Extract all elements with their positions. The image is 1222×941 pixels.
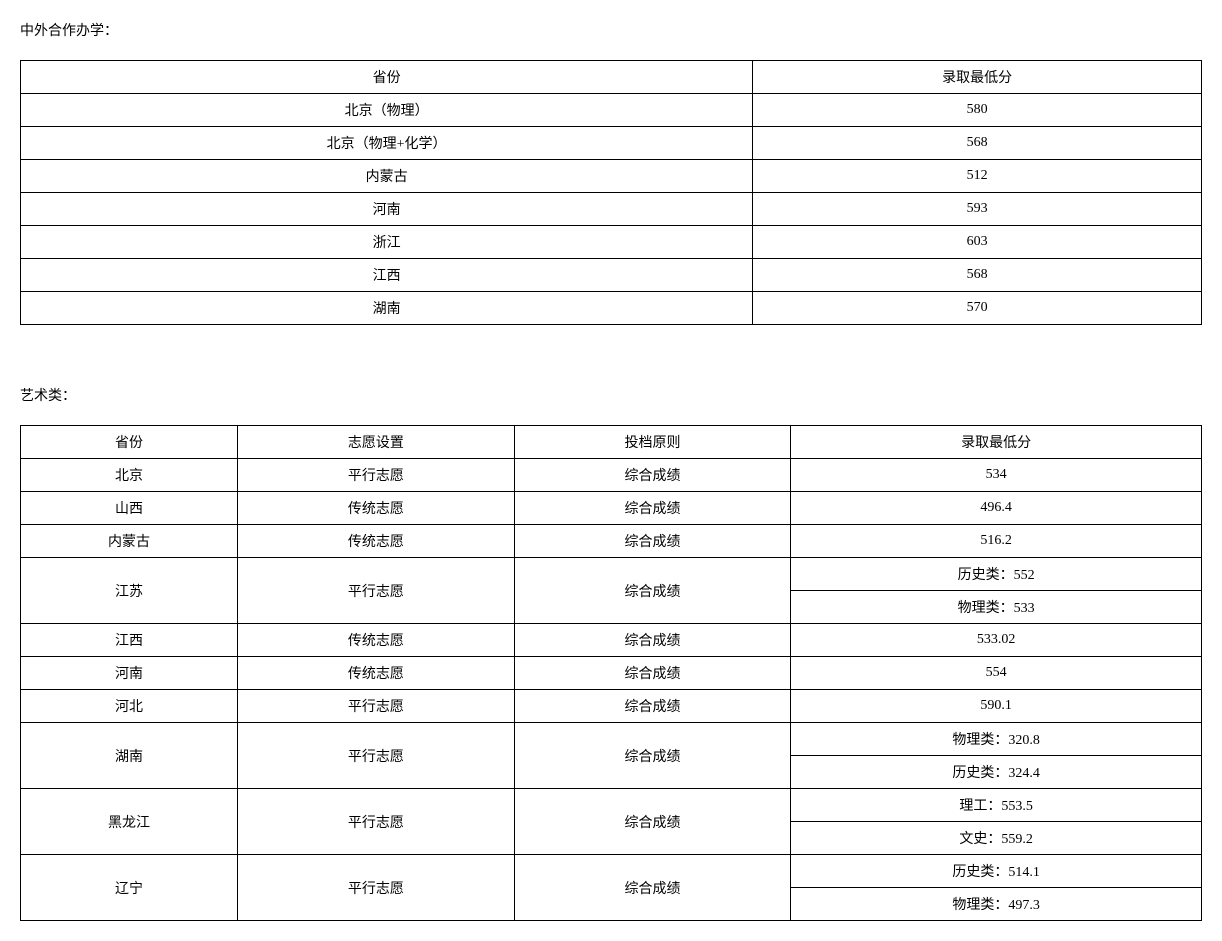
table2-col-rule: 投档原则 [514,426,791,459]
cell-province: 辽宁 [21,855,238,921]
cell-province: 黑龙江 [21,789,238,855]
section1-title: 中外合作办学： [20,20,1202,40]
cell-province: 江西 [21,624,238,657]
table1-header-row: 省份 录取最低分 [21,61,1202,94]
section2-title: 艺术类： [20,385,1202,405]
cell-rule: 综合成绩 [514,492,791,525]
table-cell: 568 [753,259,1202,292]
table-row: 辽宁平行志愿综合成绩历史类：514.1 [21,855,1202,888]
cell-score: 历史类：552 [791,558,1202,591]
table-row: 江西568 [21,259,1202,292]
cell-preference: 传统志愿 [238,492,515,525]
cell-score: 历史类：514.1 [791,855,1202,888]
cell-score: 物理类：497.3 [791,888,1202,921]
table-art: 省份 志愿设置 投档原则 录取最低分 北京平行志愿综合成绩534山西传统志愿综合… [20,425,1202,921]
cell-rule: 综合成绩 [514,723,791,789]
table-row: 浙江603 [21,226,1202,259]
cell-rule: 综合成绩 [514,459,791,492]
cell-score: 554 [791,657,1202,690]
cell-preference: 平行志愿 [238,459,515,492]
cell-province: 江苏 [21,558,238,624]
cell-preference: 平行志愿 [238,789,515,855]
table-row: 内蒙古512 [21,160,1202,193]
table-cell: 593 [753,193,1202,226]
table-cell: 江西 [21,259,753,292]
cell-province: 山西 [21,492,238,525]
table-row: 北京（物理）580 [21,94,1202,127]
table-cell: 580 [753,94,1202,127]
cell-rule: 综合成绩 [514,690,791,723]
table-row: 山西传统志愿综合成绩496.4 [21,492,1202,525]
table-row: 内蒙古传统志愿综合成绩516.2 [21,525,1202,558]
cell-rule: 综合成绩 [514,657,791,690]
table-row: 湖南平行志愿综合成绩物理类：320.8 [21,723,1202,756]
cell-score: 516.2 [791,525,1202,558]
table-row: 河南传统志愿综合成绩554 [21,657,1202,690]
cell-score: 历史类：324.4 [791,756,1202,789]
cell-preference: 传统志愿 [238,657,515,690]
cell-preference: 平行志愿 [238,855,515,921]
cell-province: 湖南 [21,723,238,789]
table-row: 湖南570 [21,292,1202,325]
table-cell: 北京（物理+化学） [21,127,753,160]
cell-score: 理工：553.5 [791,789,1202,822]
table-cell: 内蒙古 [21,160,753,193]
table-cell: 河南 [21,193,753,226]
cell-score: 590.1 [791,690,1202,723]
table-cell: 568 [753,127,1202,160]
cell-province: 河北 [21,690,238,723]
cell-rule: 综合成绩 [514,855,791,921]
cell-score: 文史：559.2 [791,822,1202,855]
cell-score: 物理类：320.8 [791,723,1202,756]
cell-preference: 平行志愿 [238,558,515,624]
table2-col-province: 省份 [21,426,238,459]
cell-score: 物理类：533 [791,591,1202,624]
cell-rule: 综合成绩 [514,558,791,624]
table-row: 北京平行志愿综合成绩534 [21,459,1202,492]
cell-province: 河南 [21,657,238,690]
cell-preference: 传统志愿 [238,525,515,558]
table-row: 江苏平行志愿综合成绩历史类：552 [21,558,1202,591]
cell-rule: 综合成绩 [514,789,791,855]
table-cell: 570 [753,292,1202,325]
table2-header-row: 省份 志愿设置 投档原则 录取最低分 [21,426,1202,459]
cell-province: 北京 [21,459,238,492]
table-row: 江西传统志愿综合成绩533.02 [21,624,1202,657]
table-cooperation: 省份 录取最低分 北京（物理）580北京（物理+化学）568内蒙古512河南59… [20,60,1202,325]
table-cell: 浙江 [21,226,753,259]
cell-preference: 传统志愿 [238,624,515,657]
table-row: 河北平行志愿综合成绩590.1 [21,690,1202,723]
cell-rule: 综合成绩 [514,525,791,558]
cell-rule: 综合成绩 [514,624,791,657]
cell-province: 内蒙古 [21,525,238,558]
table-cell: 603 [753,226,1202,259]
table-row: 黑龙江平行志愿综合成绩理工：553.5 [21,789,1202,822]
cell-score: 496.4 [791,492,1202,525]
table2-col-pref: 志愿设置 [238,426,515,459]
cell-preference: 平行志愿 [238,723,515,789]
table1-col-province: 省份 [21,61,753,94]
table-row: 河南593 [21,193,1202,226]
table-cell: 512 [753,160,1202,193]
cell-preference: 平行志愿 [238,690,515,723]
table-cell: 湖南 [21,292,753,325]
table-row: 北京（物理+化学）568 [21,127,1202,160]
cell-score: 533.02 [791,624,1202,657]
table2-col-score: 录取最低分 [791,426,1202,459]
table-cell: 北京（物理） [21,94,753,127]
cell-score: 534 [791,459,1202,492]
table1-col-score: 录取最低分 [753,61,1202,94]
